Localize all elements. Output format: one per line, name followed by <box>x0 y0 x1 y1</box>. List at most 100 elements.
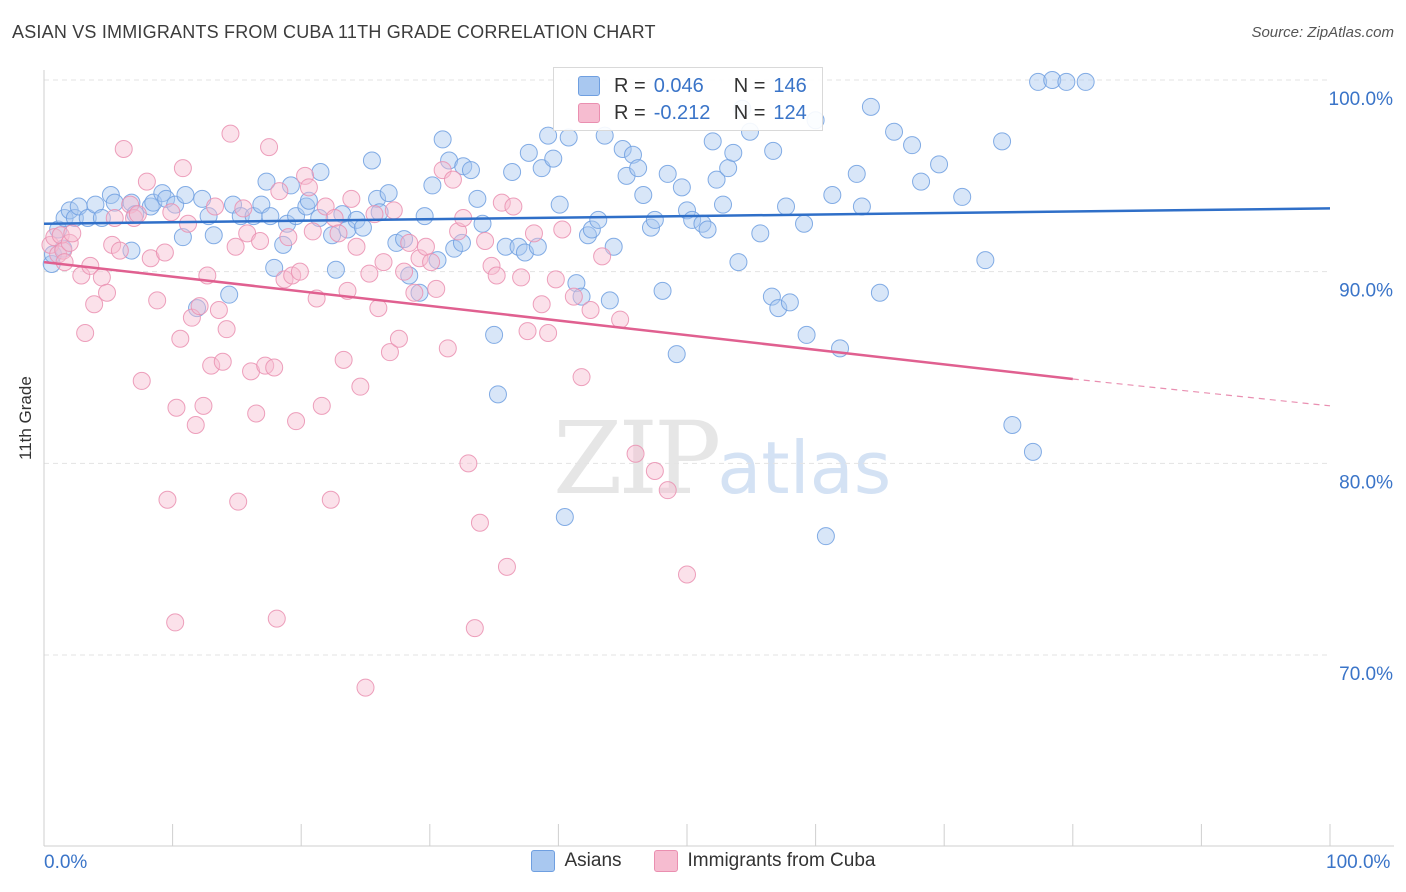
cuba-point <box>572 368 591 387</box>
r-value: 0.046 <box>653 74 704 97</box>
cuba-point <box>410 249 429 268</box>
watermark-atlas: atlas <box>717 426 892 510</box>
asians-point <box>461 161 480 180</box>
cuba-point <box>51 226 70 245</box>
x-tick-label-min: 0.0% <box>44 852 88 873</box>
cuba-point <box>347 237 366 256</box>
asians-point <box>567 274 586 293</box>
asians-point <box>658 164 677 183</box>
asians-swatch <box>530 850 555 872</box>
cuba-point <box>54 241 73 260</box>
asians-point <box>678 201 696 220</box>
cuba-point <box>518 322 537 341</box>
asians-point <box>613 140 632 158</box>
cuba-point <box>351 377 370 396</box>
asians-point <box>503 163 522 181</box>
cuba-point <box>487 266 506 285</box>
asians-point <box>1076 72 1095 91</box>
asians-point <box>362 151 381 170</box>
cuba-point <box>492 193 511 212</box>
cuba-point <box>581 301 600 319</box>
cuba-point <box>427 279 446 298</box>
cuba-point <box>611 310 630 329</box>
cuba-point <box>449 222 468 241</box>
asians-point <box>707 170 726 189</box>
cuba-swatch <box>653 850 678 872</box>
asians-point <box>719 159 738 178</box>
cuba-point <box>267 609 286 628</box>
cuba-point <box>63 224 82 243</box>
asians-point <box>903 136 922 155</box>
cuba-point <box>290 262 309 281</box>
asians-point <box>485 325 504 344</box>
cuba-point <box>405 283 424 302</box>
asians-point <box>724 143 743 162</box>
cuba-point <box>158 490 177 509</box>
cuba-point <box>186 416 205 434</box>
asians-point <box>544 149 563 168</box>
asians-point <box>433 130 452 149</box>
cuba-point <box>360 264 379 283</box>
asians-point <box>852 197 871 216</box>
cuba-point <box>374 253 393 272</box>
cuba-point <box>658 481 677 500</box>
legend-item-cuba[interactable]: Immigrants from Cuba <box>653 850 875 872</box>
legend-item-asians[interactable]: Asians <box>530 850 622 872</box>
cuba-point <box>524 224 543 243</box>
cuba-point <box>202 356 221 375</box>
asians-point <box>528 237 547 256</box>
cuba-point <box>247 404 266 423</box>
cuba-point <box>678 565 696 584</box>
asians-point <box>667 345 686 364</box>
cuba-point <box>497 557 516 576</box>
asians-point <box>751 224 770 243</box>
asians-trend-line <box>43 207 1331 225</box>
asians-point <box>777 197 796 216</box>
cuba-point <box>76 324 95 342</box>
cuba-point <box>234 199 253 218</box>
asians-point <box>188 299 207 318</box>
asians-point <box>326 260 345 279</box>
asians-point <box>623 145 642 164</box>
cuba-point <box>482 256 501 275</box>
cuba-trend-extension <box>1072 378 1331 407</box>
cuba-point <box>395 262 414 281</box>
asians-point <box>173 228 192 247</box>
cuba-point <box>553 220 572 239</box>
cuba-point <box>251 232 270 250</box>
cuba-swatch <box>578 103 600 123</box>
axes <box>43 70 1394 847</box>
cuba-points <box>41 124 696 697</box>
cuba-point <box>162 203 181 222</box>
cuba-point <box>416 237 435 256</box>
cuba-point <box>45 228 64 247</box>
cuba-point <box>400 233 419 252</box>
cuba-point <box>329 224 348 243</box>
asians-point <box>698 220 717 239</box>
cuba-point <box>213 352 232 371</box>
cuba-point <box>342 189 361 208</box>
y-tick-labels: 70.0% 80.0% 90.0% 100.0% <box>1329 89 1394 685</box>
cuba-point <box>179 214 198 233</box>
n-value: 124 <box>773 101 807 124</box>
asians-point <box>278 214 297 233</box>
cuba-point <box>593 247 612 266</box>
cuba-point <box>626 444 645 463</box>
asians-point <box>281 176 300 195</box>
asians-point <box>885 122 904 141</box>
watermark: ZIPatlas <box>553 400 891 517</box>
asians-point <box>1003 416 1022 434</box>
asians-point <box>993 132 1012 151</box>
asians-point <box>353 218 372 237</box>
asians-point <box>452 233 471 252</box>
cuba-point <box>369 299 388 318</box>
asians-point <box>257 172 276 191</box>
asians-point <box>816 527 835 546</box>
cuba-point <box>564 287 583 306</box>
cuba-point <box>128 205 147 224</box>
asians-point <box>953 187 972 206</box>
asians-point <box>703 132 722 151</box>
cuba-point <box>132 371 151 390</box>
cuba-point <box>206 197 225 216</box>
asians-point <box>550 195 569 214</box>
